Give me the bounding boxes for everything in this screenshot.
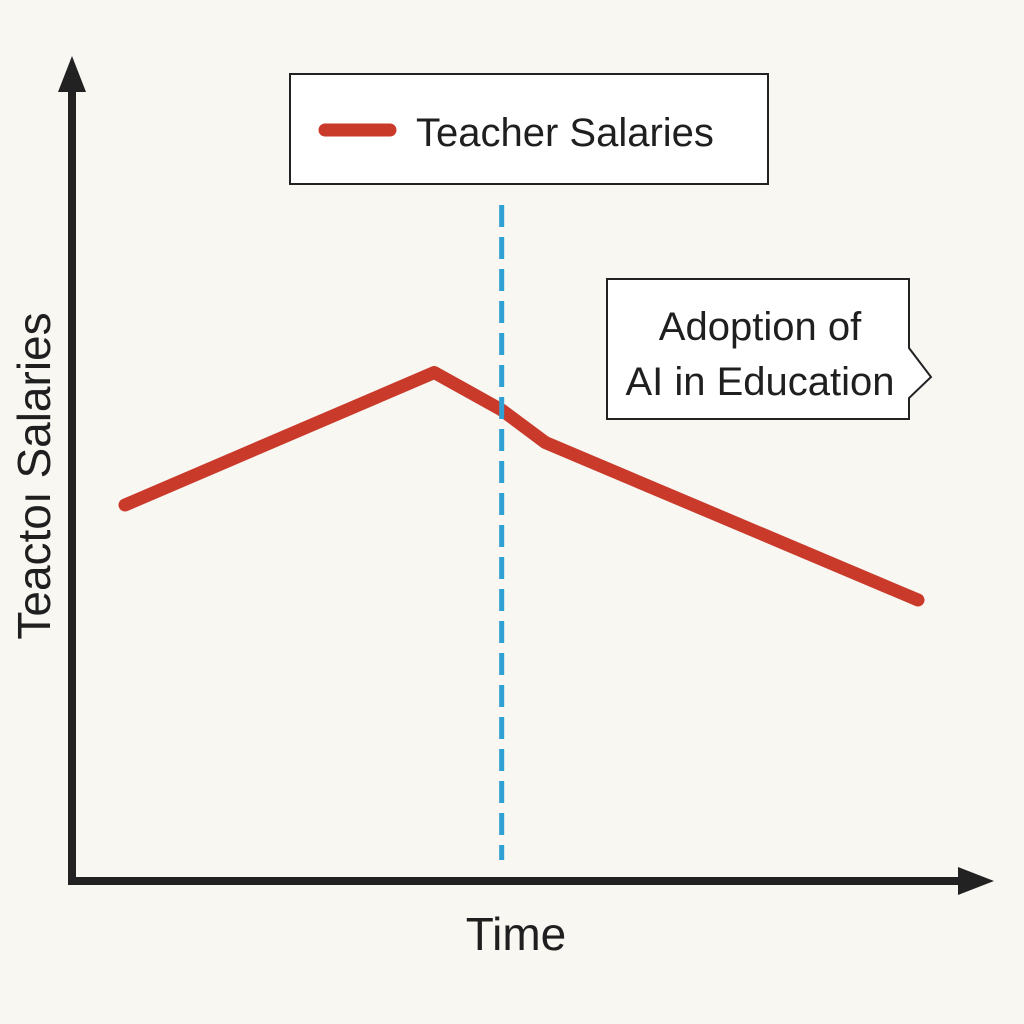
y-axis-arrow-icon xyxy=(58,56,86,92)
y-axis-label: Teactoı Salaries xyxy=(8,312,60,639)
annotation-line-1: Adoption of xyxy=(659,305,862,349)
x-axis-label: Time xyxy=(466,908,567,960)
plot-layer xyxy=(118,205,925,860)
legend-label: Teacher Salaries xyxy=(416,111,714,155)
annotation-box xyxy=(606,278,933,420)
annotation-line-2: AI in Education xyxy=(625,360,894,404)
x-axis-arrow-icon xyxy=(958,867,994,895)
